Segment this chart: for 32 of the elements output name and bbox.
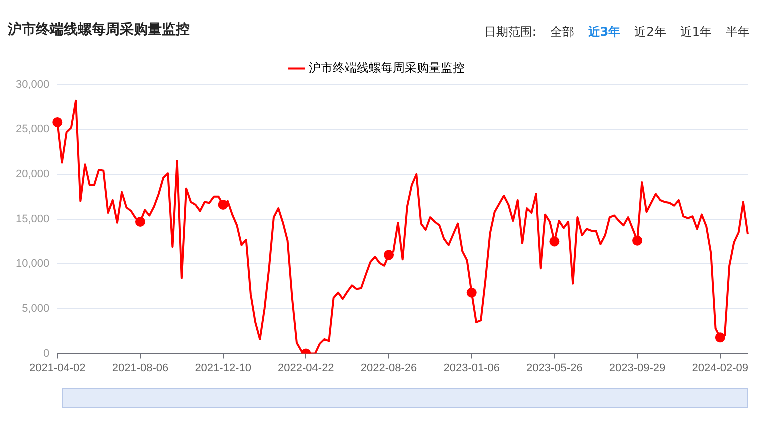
x-tick-label: 2021-12-10: [195, 362, 252, 374]
text: 全部: [550, 24, 574, 41]
point: [550, 236, 560, 247]
x-tick-label: 2024-02-09: [692, 362, 749, 374]
point: [384, 250, 394, 260]
y-tick-label: 5,000: [22, 303, 50, 315]
point: [218, 200, 228, 210]
x-tick-label: 2021-08-06: [112, 362, 169, 374]
point: [466, 288, 477, 298]
x-tick-label: 2023-09-29: [609, 362, 666, 374]
text: 近3年: [588, 24, 621, 41]
x-tick-label: 2021-04-02: [30, 362, 86, 374]
x-tick-label: 2023-01-06: [444, 362, 500, 374]
x-tick-label: 2022-04-22: [278, 362, 334, 374]
chart-title: 沪市终端线螺每周采购量监控: [7, 21, 190, 38]
point: [52, 117, 63, 128]
y-tick-label: 25,000: [16, 124, 50, 136]
y-tick-label: 15,000: [16, 213, 50, 226]
text: 近2年: [634, 24, 666, 41]
text: 日期范围:: [484, 24, 536, 41]
point: [135, 216, 146, 227]
point: [715, 332, 726, 343]
y-tick-label: 10,000: [16, 258, 50, 270]
point: [632, 236, 643, 246]
x-tick-label: 2022-08-26: [360, 362, 418, 374]
y-tick-label: 30,000: [16, 78, 50, 91]
y-tick-label: 20,000: [16, 168, 50, 180]
y-tick-label: 0: [44, 348, 50, 360]
x-tick-label: 2023-05-26: [526, 362, 583, 374]
text: 近1年: [680, 24, 712, 41]
legend-label: 沪市终端线螺每周采购量监控: [309, 61, 465, 76]
text: 半年: [726, 24, 750, 41]
